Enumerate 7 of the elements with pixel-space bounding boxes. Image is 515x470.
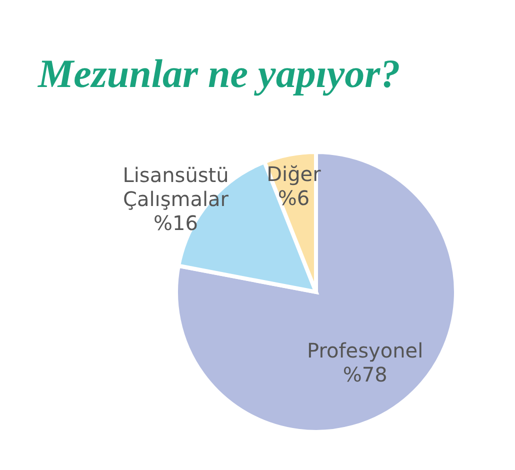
slice-label: Profesyonel bbox=[307, 338, 424, 362]
data-label: %16 bbox=[154, 210, 198, 235]
data-label: %78 bbox=[342, 362, 388, 386]
data-label: %6 bbox=[278, 186, 310, 210]
slice-label: Lisansüstü Çalışmalar bbox=[122, 162, 230, 211]
slice-label: Diğer bbox=[266, 162, 322, 186]
chart-title: Mezunlar ne yapıyor? bbox=[37, 51, 400, 96]
